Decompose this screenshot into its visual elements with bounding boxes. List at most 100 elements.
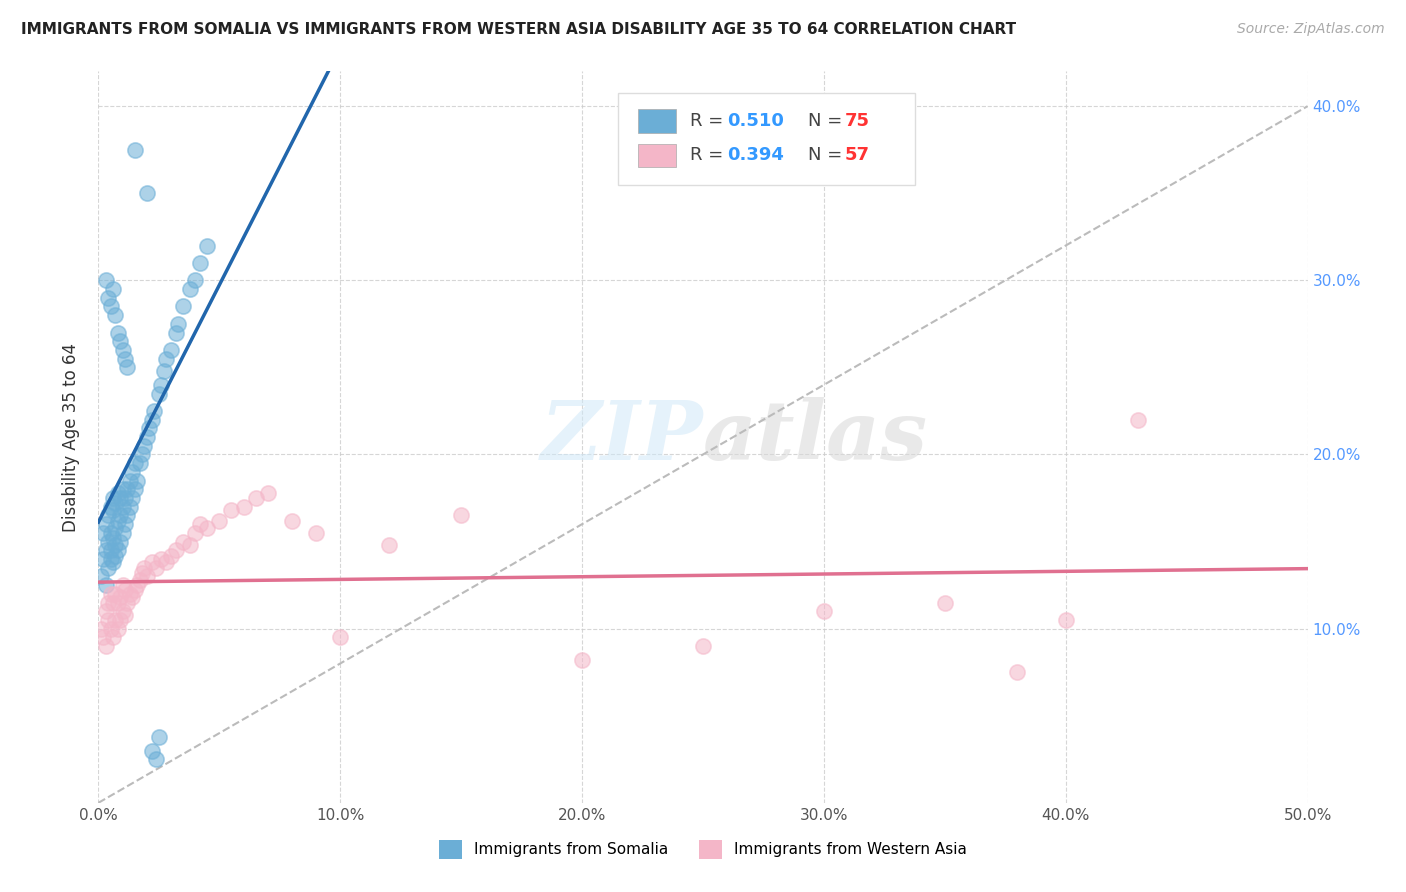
Point	[94, 604, 117, 618]
Point	[114, 607, 136, 622]
Point	[305, 525, 328, 540]
Point	[107, 595, 129, 609]
Point	[114, 491, 136, 505]
Point	[117, 508, 139, 523]
Point	[91, 631, 114, 645]
Point	[111, 500, 134, 514]
Point	[135, 186, 157, 201]
Point	[150, 552, 173, 566]
Point	[141, 556, 163, 570]
Point	[107, 543, 129, 558]
Point	[97, 613, 120, 627]
Point	[934, 595, 956, 609]
Point	[165, 543, 187, 558]
Point	[108, 491, 131, 505]
Point	[221, 503, 243, 517]
Point	[131, 448, 153, 462]
Point	[148, 730, 170, 744]
Point	[111, 483, 134, 497]
Point	[195, 238, 218, 252]
Text: N =: N =	[808, 146, 848, 164]
Point	[155, 556, 177, 570]
Text: R =: R =	[690, 112, 728, 130]
Point	[94, 543, 117, 558]
Point	[90, 622, 112, 636]
Point	[100, 500, 122, 514]
Point	[121, 591, 143, 605]
Point	[104, 538, 127, 552]
Point	[104, 308, 127, 322]
Point	[100, 300, 122, 314]
Point	[245, 491, 267, 505]
Point	[692, 639, 714, 653]
Point	[100, 525, 122, 540]
Point	[107, 485, 129, 500]
Point	[124, 456, 146, 470]
Point	[377, 538, 399, 552]
Y-axis label: Disability Age 35 to 64: Disability Age 35 to 64	[62, 343, 80, 532]
FancyBboxPatch shape	[638, 110, 676, 133]
Point	[114, 351, 136, 366]
Point	[134, 560, 156, 574]
Point	[145, 560, 167, 574]
Point	[329, 631, 352, 645]
Point	[107, 622, 129, 636]
Point	[101, 556, 124, 570]
Point	[145, 752, 167, 766]
Point	[152, 364, 174, 378]
Point	[101, 282, 124, 296]
Text: Source: ZipAtlas.com: Source: ZipAtlas.com	[1237, 22, 1385, 37]
Point	[90, 569, 112, 583]
Point	[134, 439, 156, 453]
Point	[108, 334, 131, 349]
Point	[184, 273, 207, 287]
Point	[108, 613, 131, 627]
FancyBboxPatch shape	[619, 94, 915, 185]
Point	[179, 282, 201, 296]
Point	[108, 534, 131, 549]
Text: 0.510: 0.510	[727, 112, 785, 130]
Point	[179, 538, 201, 552]
Point	[184, 525, 207, 540]
Point	[188, 256, 211, 270]
Point	[114, 583, 136, 598]
Point	[256, 485, 278, 500]
Point	[160, 343, 183, 357]
Point	[118, 587, 141, 601]
Point	[118, 474, 141, 488]
Point	[128, 456, 150, 470]
Point	[141, 412, 163, 426]
Point	[143, 404, 166, 418]
Point	[160, 549, 183, 563]
Point	[97, 534, 120, 549]
Point	[100, 587, 122, 601]
Point	[813, 604, 835, 618]
Point	[188, 517, 211, 532]
Point	[148, 386, 170, 401]
Point	[172, 300, 194, 314]
Point	[91, 525, 114, 540]
Point	[104, 587, 127, 601]
Point	[117, 483, 139, 497]
Text: N =: N =	[808, 112, 848, 130]
Text: IMMIGRANTS FROM SOMALIA VS IMMIGRANTS FROM WESTERN ASIA DISABILITY AGE 35 TO 64 : IMMIGRANTS FROM SOMALIA VS IMMIGRANTS FR…	[21, 22, 1017, 37]
Point	[150, 377, 173, 392]
Point	[111, 578, 134, 592]
Point	[121, 465, 143, 479]
Point	[450, 508, 472, 523]
Point	[1128, 412, 1150, 426]
Point	[281, 514, 304, 528]
Point	[131, 566, 153, 580]
Point	[94, 639, 117, 653]
Point	[127, 578, 149, 592]
Point	[121, 491, 143, 505]
Point	[100, 543, 122, 558]
Legend: Immigrants from Somalia, Immigrants from Western Asia: Immigrants from Somalia, Immigrants from…	[433, 834, 973, 864]
Point	[165, 326, 187, 340]
Text: 0.394: 0.394	[727, 146, 785, 164]
Text: 75: 75	[845, 112, 869, 130]
Point	[135, 430, 157, 444]
Point	[195, 521, 218, 535]
Text: ZIP: ZIP	[540, 397, 703, 477]
Point	[111, 604, 134, 618]
